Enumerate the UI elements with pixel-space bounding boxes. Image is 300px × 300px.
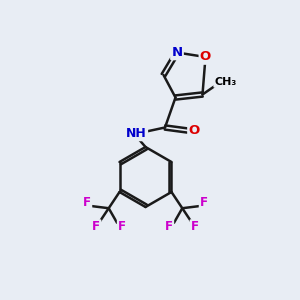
Text: F: F [92,220,100,233]
Text: O: O [188,124,200,137]
Text: F: F [118,220,126,232]
Text: N: N [171,46,183,59]
Text: F: F [200,196,208,209]
Text: CH₃: CH₃ [214,76,237,87]
Text: F: F [191,220,199,233]
Text: NH: NH [126,127,147,140]
Text: O: O [200,50,211,64]
Text: F: F [83,196,91,209]
Text: F: F [165,220,173,232]
